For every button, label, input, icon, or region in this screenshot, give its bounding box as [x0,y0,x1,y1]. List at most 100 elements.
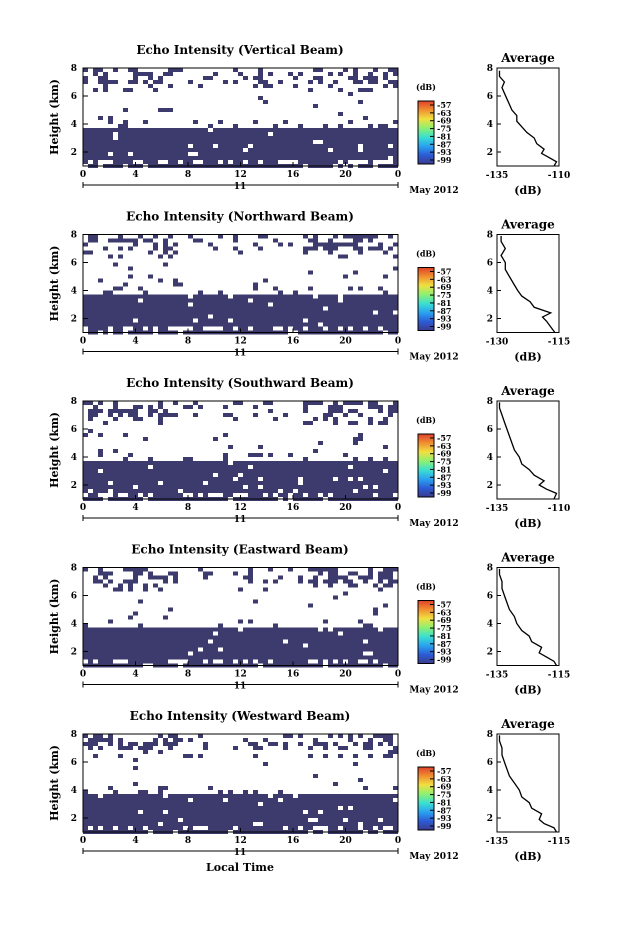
heatmap-cell [88,481,93,485]
heatmap-cell [173,401,178,405]
heatmap-cell [388,152,393,156]
heatmap-cell [88,469,93,473]
heatmap-cell [393,242,398,247]
heatmap-cell [318,310,323,315]
heatmap-cell [213,818,218,822]
heatmap-cell [113,156,118,160]
heatmap-cell [233,806,238,810]
heatmap-cell [318,80,323,84]
heatmap-cell [163,651,168,656]
x-tick-label: 20 [339,337,352,347]
heatmap-cell [143,639,148,644]
heatmap-cell [98,810,103,814]
heatmap-cell [128,473,133,477]
heatmap-cell [83,306,88,311]
heatmap-cell [193,128,198,132]
heatmap-cell [248,314,253,319]
heatmap-cell [348,298,353,303]
heatmap-cell [308,603,313,608]
heatmap-cell [328,302,333,307]
heatmap-cell [358,128,363,132]
heatmap-cell [193,643,198,648]
heatmap-cell [208,810,213,814]
heatmap-cell [248,806,253,810]
heatmap-cell [298,461,303,465]
heatmap-cell [343,635,348,640]
heatmap-cell [343,302,348,307]
heatmap-cell [303,140,308,144]
heatmap-cell [228,469,233,473]
heatmap-cell [143,798,148,802]
heatmap-cell [213,246,218,251]
heatmap-cell [388,493,393,497]
heatmap-cell [368,80,373,84]
heatmap-cell [113,152,118,156]
profile-x-tick-label: -130 [486,338,509,348]
profile-x-tick-label: -115 [548,671,571,681]
heatmap-cell [118,140,123,144]
heatmap-cell [203,310,208,315]
heatmap-cell [313,810,318,814]
heatmap-cell [288,156,293,160]
heatmap-cell [388,738,393,742]
heatmap-cell [258,818,263,822]
heatmap-cell [113,262,118,267]
heatmap-cell [203,647,208,652]
heatmap-cell [313,627,318,632]
heatmap-cell [328,643,333,648]
heatmap-cell [93,156,98,160]
heatmap-cell [363,88,368,92]
heatmap-cell [353,294,358,299]
heatmap-cell [308,477,313,481]
colorbar-tick-label: -63 [437,774,452,784]
heatmap-cell [308,298,313,303]
heatmap-cell [318,326,323,331]
heatmap-cell [138,639,143,644]
heatmap-cell [233,156,238,160]
heatmap-cell [338,822,343,826]
heatmap-cell [228,132,233,136]
heatmap-cell [198,322,203,327]
heatmap-cell [138,814,143,818]
heatmap-cell [163,409,168,413]
heatmap-cell [308,128,313,132]
x-tick-label: 8 [185,170,191,180]
heatmap-cell [123,144,128,148]
heatmap-cell [143,120,148,124]
heatmap-cell [378,461,383,465]
heatmap-cell [273,310,278,315]
heatmap-cell [298,310,303,315]
heatmap-cell [123,465,128,469]
heatmap-cell [258,639,263,644]
heatmap-cell [193,651,198,656]
heatmap-cell [83,80,88,84]
heatmap-cell [393,627,398,632]
heatmap-cell [278,826,283,830]
heatmap-cell [368,314,373,319]
heatmap-cell [308,651,313,656]
heatmap-cell [238,806,243,810]
heatmap-cell [183,473,188,477]
heatmap-cell [223,314,228,319]
heatmap-cell [333,489,338,493]
heatmap-cell [333,571,338,576]
heatmap-cell [98,140,103,144]
heatmap-cell [358,318,363,323]
heatmap-cell [283,465,288,469]
heatmap-cell [328,822,333,826]
heatmap-cell [98,401,103,405]
heatmap-cell [198,152,203,156]
heatmap-cell [248,461,253,465]
heatmap-cell [318,132,323,136]
heatmap-cell [323,294,328,299]
heatmap-cell [133,814,138,818]
heatmap-cell [188,465,193,469]
heatmap-cell [118,302,123,307]
heatmap-cell [133,469,138,473]
heatmap-cell [353,310,358,315]
x-tick-label: 16 [287,170,300,180]
heatmap-cell [353,421,358,425]
heatmap-cell [273,136,278,140]
heatmap-cell [388,409,393,413]
heatmap-cell [358,778,363,782]
